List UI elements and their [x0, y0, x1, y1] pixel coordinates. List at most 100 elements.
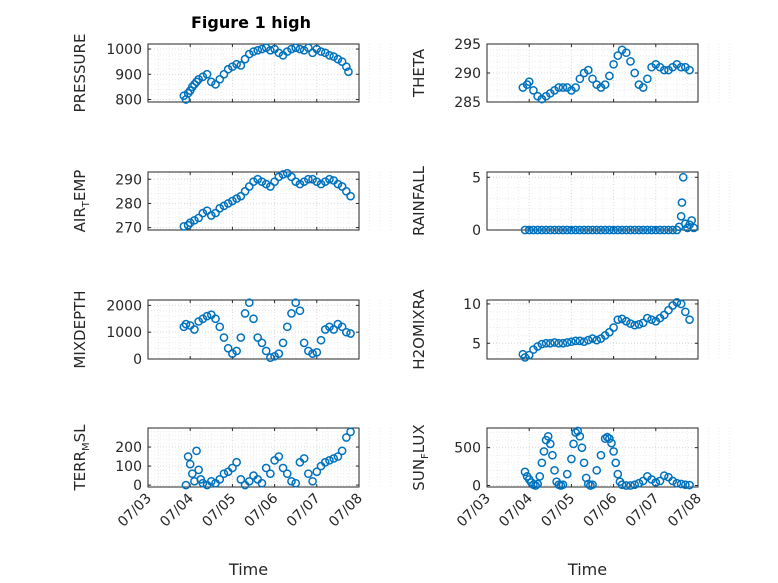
- subplot-mixdepth: 0 1000 2000 MIXDEPTH: [71, 290, 392, 369]
- data-point: [337, 446, 347, 456]
- data-point: [634, 478, 644, 488]
- data-point: [278, 338, 288, 348]
- y-tick-label: 285: [454, 95, 481, 111]
- data-point: [282, 322, 292, 332]
- data-point: [558, 83, 568, 92]
- data-point: [575, 74, 585, 84]
- series-markers: [518, 45, 694, 104]
- data-point: [244, 49, 254, 59]
- data-point: [282, 47, 292, 56]
- data-point: [232, 346, 241, 356]
- data-point: [592, 225, 602, 235]
- data-point: [562, 469, 572, 479]
- data-point: [575, 431, 585, 441]
- data-point: [602, 432, 612, 442]
- data-point: [192, 77, 201, 87]
- series-markers: [179, 43, 353, 104]
- data-point: [190, 79, 199, 89]
- data-point: [344, 67, 353, 77]
- data-point: [346, 191, 355, 201]
- data-point: [308, 476, 317, 486]
- data-point: [617, 314, 627, 324]
- data-point: [236, 333, 246, 342]
- data-point: [621, 48, 631, 58]
- data-point: [600, 225, 610, 235]
- data-point: [266, 45, 275, 55]
- data-point: [266, 182, 275, 191]
- y-axis-label: AIRTEMP: [71, 170, 92, 233]
- data-point: [253, 174, 263, 184]
- data-point: [304, 174, 313, 184]
- data-point: [183, 452, 193, 461]
- data-point: [236, 191, 246, 201]
- data-point: [545, 439, 555, 449]
- data-point: [533, 342, 542, 351]
- x-tick-label: 07/05: [199, 491, 239, 531]
- data-point: [278, 463, 288, 473]
- data-point: [244, 298, 254, 308]
- data-point: [183, 220, 193, 230]
- y-tick-label: 280: [115, 196, 142, 212]
- data-point: [249, 47, 258, 56]
- data-point: [613, 469, 623, 479]
- data-point: [638, 225, 648, 235]
- data-point: [253, 333, 263, 342]
- x-tick-label: 07/03: [115, 491, 155, 531]
- data-point: [533, 479, 542, 489]
- data-point: [569, 439, 578, 449]
- data-point: [320, 48, 330, 58]
- data-point: [537, 458, 547, 468]
- y-tick-label: 5: [472, 336, 481, 352]
- data-point: [341, 433, 351, 442]
- data-point: [185, 218, 195, 228]
- data-point: [520, 225, 530, 235]
- data-point: [541, 338, 551, 348]
- y-tick-label: 290: [115, 172, 142, 188]
- data-point: [215, 203, 225, 213]
- data-point: [524, 225, 534, 235]
- data-point: [240, 186, 250, 196]
- data-point: [558, 480, 568, 490]
- data-point: [325, 50, 334, 60]
- data-point: [278, 170, 288, 179]
- data-point: [312, 347, 322, 357]
- series-markers: [181, 427, 355, 490]
- data-point: [583, 65, 593, 75]
- data-point: [588, 480, 597, 490]
- data-point: [266, 353, 275, 363]
- data-point: [558, 338, 568, 348]
- y-tick-label: 900: [115, 67, 142, 83]
- data-point: [550, 338, 559, 347]
- axes-box: [147, 171, 360, 231]
- data-point: [677, 198, 687, 207]
- y-tick-label: 295: [454, 37, 481, 53]
- data-point: [605, 225, 614, 235]
- data-point: [299, 338, 309, 348]
- data-point: [630, 225, 640, 235]
- subplot-rainfall: 0 5 RAINFALL: [410, 165, 731, 239]
- subplot-theta: 285 290 295 THETA: [410, 37, 731, 111]
- data-point: [274, 452, 284, 461]
- x-axis-label: Time: [567, 560, 607, 579]
- data-point: [531, 481, 540, 490]
- x-tick-label: 07/07: [623, 491, 663, 531]
- data-point: [655, 225, 665, 235]
- data-point: [198, 208, 208, 218]
- data-point: [520, 467, 530, 477]
- series-markers: [179, 298, 355, 363]
- data-point: [228, 463, 237, 473]
- data-point: [312, 467, 322, 477]
- subplot-sun-flux: 0 500 07/03 07/04 07/05 07/06 07/07 07/08 Time SU…: [410, 424, 731, 579]
- data-point: [228, 62, 237, 72]
- data-point: [333, 452, 343, 461]
- data-point: [611, 458, 621, 468]
- data-point: [567, 337, 576, 347]
- data-point: [626, 481, 635, 490]
- data-point: [274, 48, 284, 58]
- data-point: [215, 475, 225, 484]
- data-point: [554, 338, 564, 348]
- data-point: [655, 476, 665, 486]
- data-point: [270, 177, 279, 187]
- data-point: [291, 298, 301, 308]
- data-point: [190, 325, 199, 334]
